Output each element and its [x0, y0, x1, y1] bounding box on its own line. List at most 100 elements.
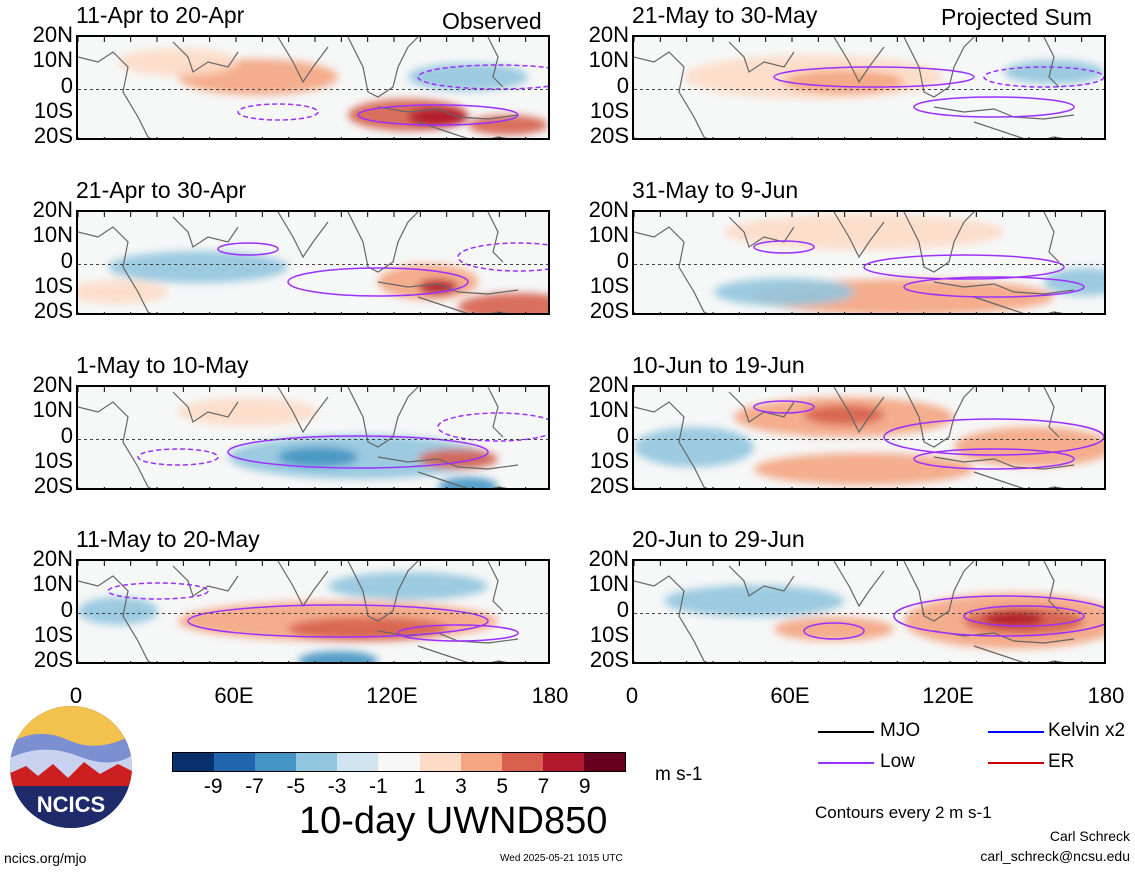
ncics-logo: NCICS	[8, 704, 134, 830]
y-tick-label: 10N	[588, 47, 629, 73]
units-label: m s-1	[655, 764, 703, 785]
y-tick-label: 10N	[32, 222, 73, 248]
colorbar-swatch	[296, 753, 338, 771]
anomaly-region	[438, 477, 498, 488]
y-tick-label: 20S	[33, 647, 73, 672]
y-tick-label: 20N	[32, 546, 73, 571]
legend-kelvin-label: Kelvin x2	[1048, 720, 1126, 741]
x-tick-label: 180	[531, 683, 569, 708]
x-tick-label: 180	[1087, 683, 1125, 708]
colorbar-swatch	[583, 753, 626, 771]
observed-label: Observed	[442, 8, 542, 34]
y-tick-label: 0	[616, 247, 629, 273]
projected-sum-label: Projected Sum	[941, 4, 1092, 30]
panel-title: 20-Jun to 29-Jun	[632, 526, 805, 552]
anomaly-region	[408, 63, 528, 91]
anomaly-region	[178, 398, 318, 426]
anomaly-region	[804, 405, 884, 425]
anomaly-region	[664, 585, 844, 617]
y-tick-label: 20N	[32, 197, 73, 222]
y-tick-label: 20S	[33, 298, 73, 323]
low-contour	[237, 103, 319, 121]
y-tick-label: 20S	[33, 123, 73, 148]
heatmap-panel	[76, 385, 550, 490]
y-tick-label: 20S	[589, 647, 629, 672]
y-tick-label: 20S	[589, 298, 629, 323]
low-contour	[397, 624, 519, 642]
panel-title: 10-Jun to 19-Jun	[632, 352, 805, 378]
heatmap-panel	[632, 559, 1106, 664]
y-tick-label: 0	[60, 422, 73, 448]
low-contour	[773, 66, 975, 88]
y-tick-label: 20S	[589, 123, 629, 148]
x-tick-label: 0	[625, 683, 639, 708]
y-tick-label: 0	[616, 422, 629, 448]
y-tick-label: 0	[616, 72, 629, 98]
y-tick-label: 20N	[588, 372, 629, 397]
low-contour	[357, 104, 519, 126]
anomaly-region	[108, 251, 288, 283]
anomaly-region	[468, 115, 548, 135]
colorbar-tick-label: -5	[286, 775, 306, 798]
y-tick-label: 10N	[32, 397, 73, 423]
colorbar-tick-label: -3	[327, 775, 347, 798]
anomaly-region	[458, 293, 548, 313]
low-contour	[107, 582, 209, 600]
anomaly-region	[784, 70, 904, 94]
low-contour	[913, 96, 1075, 118]
y-tick-label: 0	[60, 72, 73, 98]
anomaly-region	[408, 107, 468, 127]
panel-title: 11-May to 20-May	[76, 526, 260, 552]
anomaly-region	[1004, 60, 1104, 84]
panel-title: 11-Apr to 20-Apr	[76, 2, 245, 28]
author-email: carl_schreck@ncsu.edu	[980, 848, 1130, 864]
low-contour	[437, 412, 548, 442]
source-url[interactable]: ncics.org/mjo	[4, 850, 87, 866]
low-contour	[217, 242, 279, 256]
colorbar-swatch	[501, 753, 543, 771]
low-contour	[803, 622, 865, 640]
legend-mjo-label: MJO	[880, 720, 921, 741]
colorbar-tick-label: 3	[455, 775, 467, 798]
heatmap-panel	[76, 210, 550, 315]
y-tick-label: 20N	[32, 22, 73, 47]
y-tick-label: 0	[616, 596, 629, 622]
anomaly-region	[78, 280, 168, 304]
contour-note: Contours every 2 m s-1	[815, 803, 992, 822]
legend-low-line	[818, 762, 874, 764]
y-tick-label: 10N	[32, 571, 73, 597]
colorbar-swatch	[214, 753, 256, 771]
logo-text: NCICS	[37, 792, 105, 817]
coastline	[78, 37, 519, 138]
panel-title: 21-Apr to 30-Apr	[76, 177, 247, 203]
colorbar-swatch	[173, 753, 215, 771]
anomaly-region	[278, 447, 358, 467]
low-contour	[983, 66, 1104, 88]
colorbar-tick-label: -9	[203, 775, 223, 798]
low-contour	[883, 418, 1104, 456]
colorbar-tick-label: 1	[413, 775, 426, 798]
y-tick-label: 20N	[588, 22, 629, 47]
panel-title: 1-May to 10-May	[76, 352, 249, 378]
low-contour	[227, 435, 489, 469]
y-tick-label: 10S	[589, 97, 629, 123]
timestamp: Wed 2025-05-21 1015 UTC	[500, 853, 623, 864]
coastline	[634, 37, 1075, 138]
author: Carl Schreck	[1049, 828, 1130, 844]
anomaly-region	[328, 572, 488, 600]
x-tick-label: 120E	[922, 683, 974, 708]
y-tick-label: 10N	[588, 571, 629, 597]
low-contour	[753, 240, 815, 254]
anomaly-region	[954, 427, 1104, 467]
colorbar-tick-label: 7	[537, 775, 550, 798]
y-tick-label: 10S	[589, 447, 629, 473]
heatmap-panel	[76, 35, 550, 140]
anomaly-region	[984, 611, 1044, 627]
y-tick-label: 10S	[33, 447, 73, 473]
anomaly-region	[634, 427, 754, 467]
colorbar-tick-label: -1	[369, 775, 388, 798]
y-tick-label: 10S	[589, 621, 629, 647]
anomaly-region	[78, 597, 158, 625]
colorbar-swatch	[460, 753, 502, 771]
y-tick-label: 0	[60, 247, 73, 273]
